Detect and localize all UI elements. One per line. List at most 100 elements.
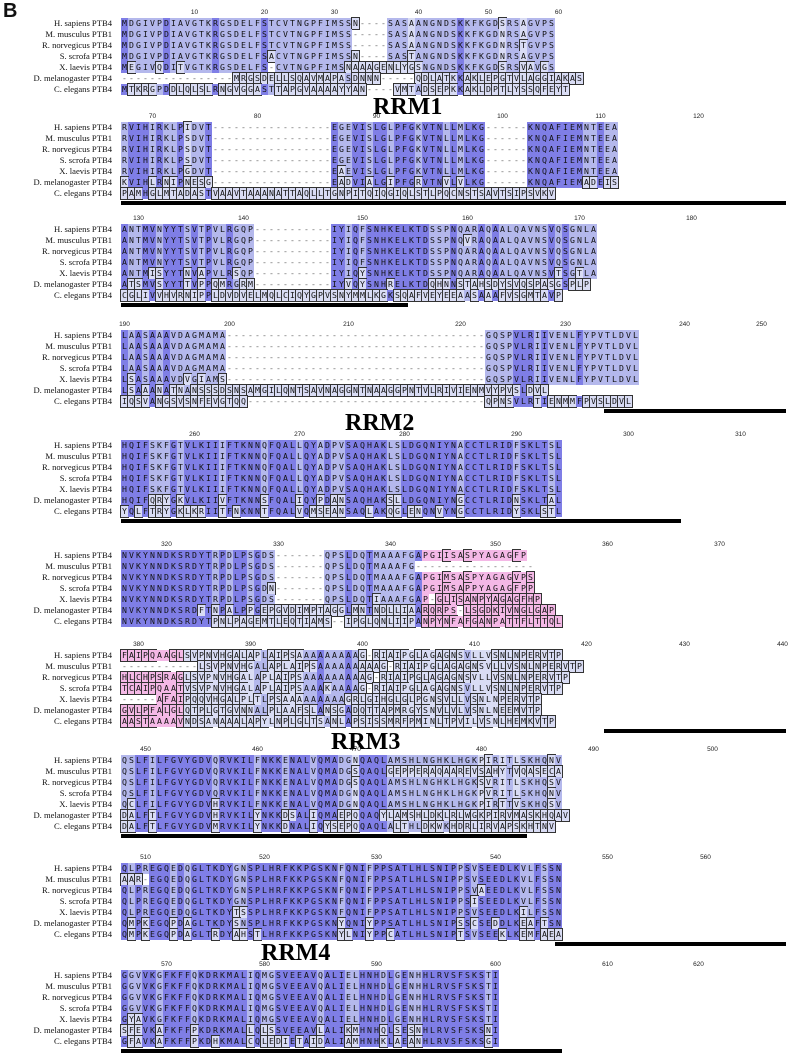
residue: L bbox=[421, 671, 430, 684]
residue: - bbox=[262, 155, 267, 165]
residue: G bbox=[170, 506, 177, 517]
residue: G bbox=[415, 473, 422, 484]
residue: - bbox=[276, 561, 281, 571]
residue: L bbox=[526, 615, 535, 628]
residue: S bbox=[464, 1014, 471, 1025]
residue: A bbox=[317, 683, 324, 694]
residue: N bbox=[128, 268, 135, 279]
residue: S bbox=[478, 1036, 485, 1047]
residue: T bbox=[470, 187, 479, 200]
residue: D bbox=[260, 72, 269, 85]
residue: V bbox=[625, 363, 632, 374]
residue: - bbox=[353, 363, 358, 373]
residue: G bbox=[380, 122, 387, 133]
residue: A bbox=[156, 650, 163, 661]
residue: - bbox=[318, 122, 323, 132]
residue: F bbox=[555, 177, 562, 188]
residue: - bbox=[311, 257, 316, 267]
residue: N bbox=[351, 17, 360, 30]
residue: - bbox=[374, 672, 379, 682]
residue: T bbox=[205, 133, 212, 144]
residue: L bbox=[408, 918, 415, 929]
residue: S bbox=[477, 660, 486, 673]
residue: T bbox=[253, 693, 262, 706]
residue: K bbox=[190, 505, 199, 518]
residue: N bbox=[352, 896, 359, 907]
residue: P bbox=[169, 917, 178, 930]
residue: N bbox=[449, 649, 458, 662]
residue: R bbox=[527, 374, 534, 385]
residue: - bbox=[311, 155, 316, 165]
residue: - bbox=[220, 133, 225, 143]
residue: V bbox=[149, 290, 156, 301]
residue: S bbox=[345, 29, 352, 40]
residue: A bbox=[176, 187, 185, 200]
position-tick: 230 bbox=[560, 321, 571, 328]
residue: L bbox=[527, 874, 534, 885]
residue: S bbox=[450, 1025, 457, 1036]
residue: - bbox=[304, 550, 309, 560]
residue: S bbox=[436, 235, 443, 246]
alignment-row: R. norvegicus PTB4 Q L P R E G Q E D Q G L T K D Y G N S P L H… bbox=[0, 884, 800, 897]
residue: S bbox=[394, 451, 401, 462]
residue: N bbox=[554, 395, 563, 408]
residue: S bbox=[463, 571, 472, 584]
residue: G bbox=[156, 929, 163, 940]
residue: S bbox=[484, 278, 493, 291]
alignment-row: H. sapiens PTB4 Q L P R E G Q E D Q G L T K D Y G N S P L H R F K… bbox=[0, 863, 800, 874]
residue: Y bbox=[226, 929, 233, 940]
residue: A bbox=[415, 616, 422, 627]
residue: - bbox=[283, 224, 288, 234]
residue: N bbox=[128, 235, 135, 246]
residue: K bbox=[198, 981, 205, 992]
residue: I bbox=[176, 693, 185, 706]
residue: A bbox=[394, 572, 401, 583]
residue: Y bbox=[226, 863, 233, 874]
residue: P bbox=[331, 572, 338, 583]
residue: - bbox=[255, 257, 260, 267]
residue: G bbox=[485, 363, 492, 374]
residue: I bbox=[142, 51, 149, 62]
residue: F bbox=[317, 40, 324, 51]
residue: H bbox=[415, 1014, 422, 1025]
residue: - bbox=[269, 363, 274, 373]
residue: - bbox=[290, 155, 295, 165]
residue: A bbox=[478, 268, 485, 279]
residue: P bbox=[204, 682, 213, 695]
residue: H bbox=[121, 473, 128, 484]
residue: S bbox=[499, 341, 506, 352]
residue: Q bbox=[457, 257, 464, 268]
species-label: H. sapiens PTB4 bbox=[53, 755, 112, 765]
residue: G bbox=[156, 981, 163, 992]
residue: D bbox=[589, 176, 598, 189]
residue: K bbox=[233, 755, 240, 766]
residue: A bbox=[393, 1035, 402, 1048]
residue: Q bbox=[163, 874, 170, 885]
residue: G bbox=[191, 352, 198, 363]
residue: P bbox=[267, 693, 276, 706]
residue: E bbox=[463, 384, 472, 397]
residue: A bbox=[170, 672, 177, 683]
residue: M bbox=[212, 330, 219, 341]
residue: T bbox=[568, 660, 577, 673]
residue: - bbox=[374, 396, 379, 406]
residue: P bbox=[254, 874, 261, 885]
residue: A bbox=[520, 246, 527, 257]
residue: A bbox=[491, 593, 500, 606]
residue: G bbox=[191, 863, 198, 874]
residue: S bbox=[149, 440, 156, 451]
residue: P bbox=[407, 765, 416, 778]
residue: G bbox=[485, 330, 492, 341]
residue: Q bbox=[345, 918, 352, 929]
residue: L bbox=[387, 133, 394, 144]
residue: K bbox=[170, 616, 177, 627]
residue: A bbox=[547, 494, 556, 507]
residue: T bbox=[205, 918, 212, 929]
residue: A bbox=[331, 799, 338, 810]
residue: - bbox=[290, 224, 295, 234]
residue: Y bbox=[478, 572, 485, 583]
residue: D bbox=[198, 788, 205, 799]
residue: L bbox=[485, 440, 492, 451]
residue: - bbox=[353, 29, 358, 39]
residue: M bbox=[457, 133, 464, 144]
